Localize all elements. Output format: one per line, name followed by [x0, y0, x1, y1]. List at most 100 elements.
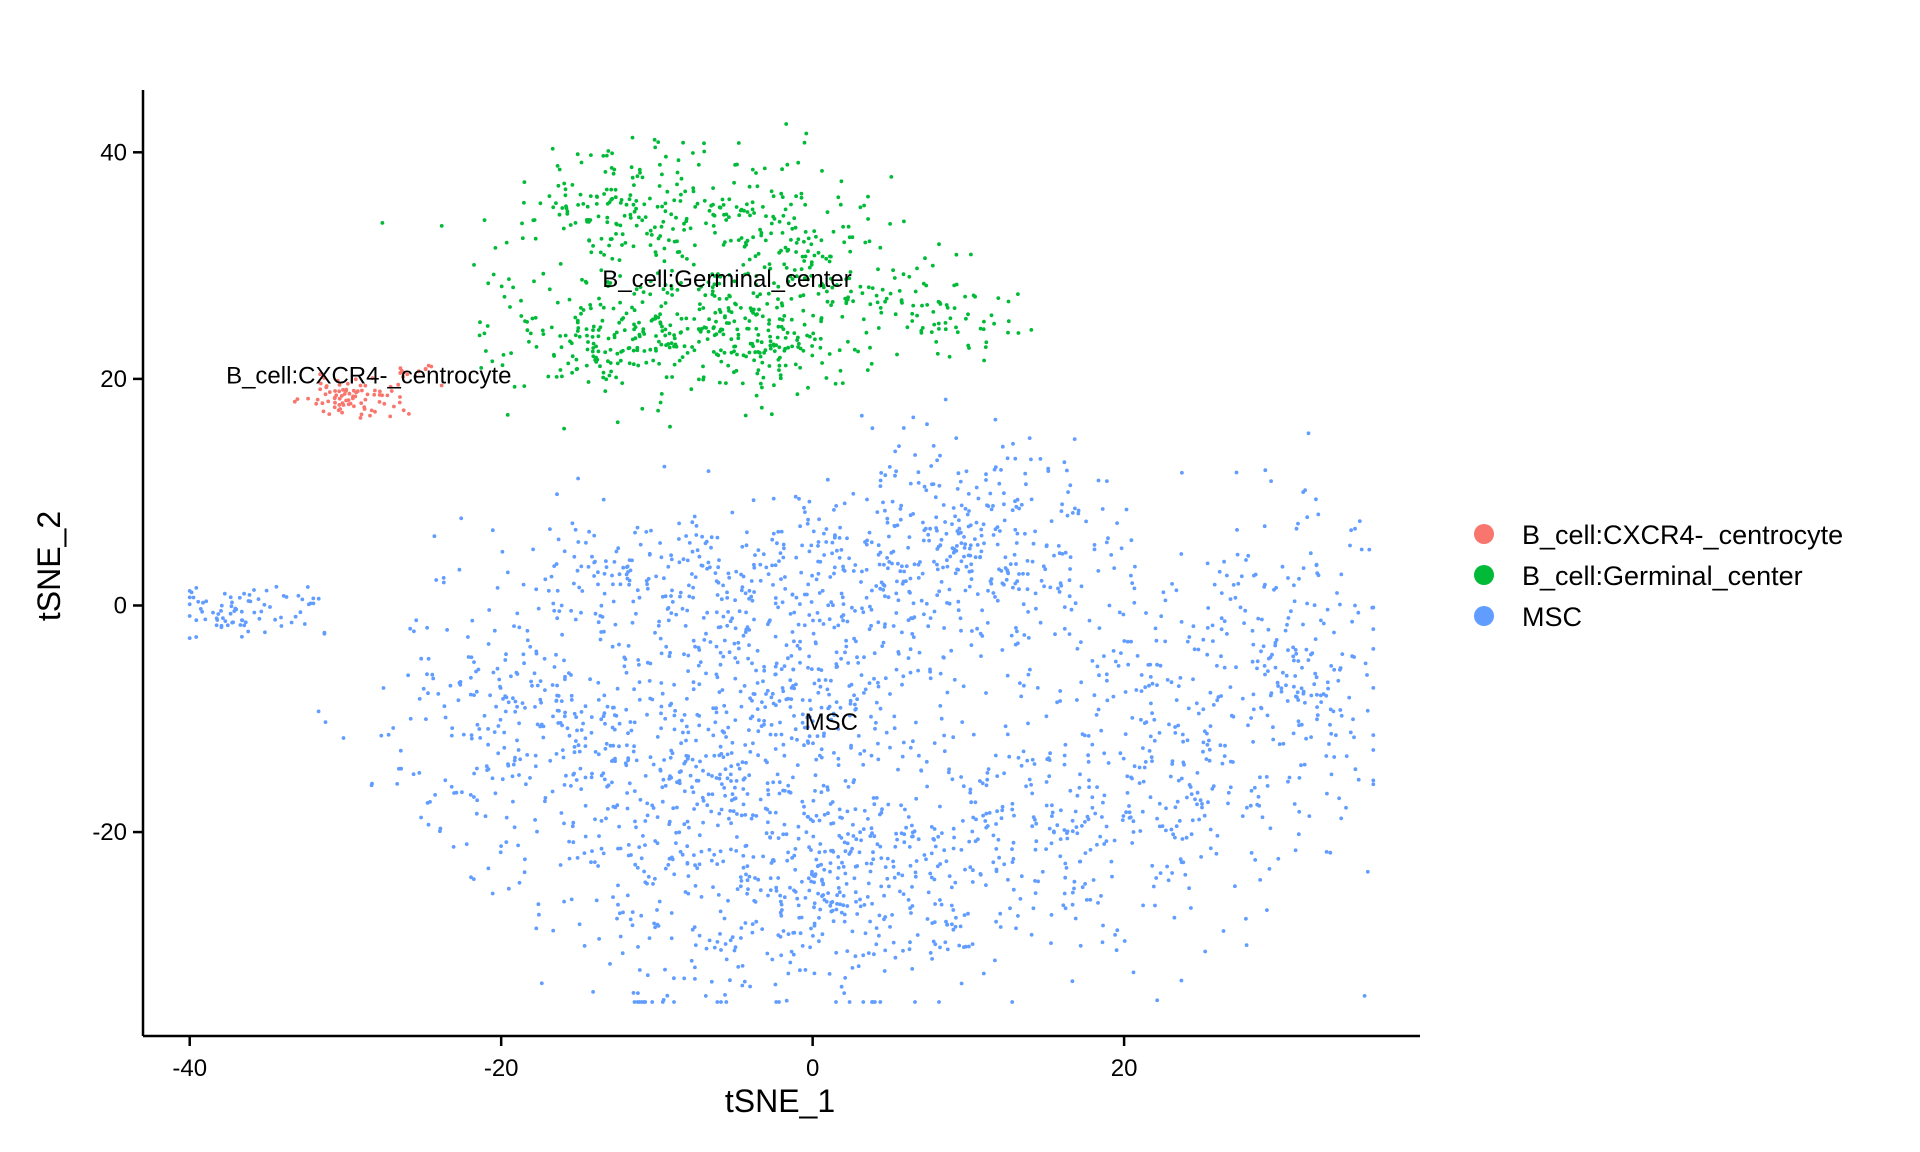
data-point	[648, 347, 653, 352]
data-point	[1296, 521, 1300, 526]
data-point	[1180, 837, 1185, 841]
data-point	[770, 858, 775, 863]
data-point	[734, 569, 739, 574]
data-point	[1246, 723, 1250, 728]
data-point	[739, 306, 743, 310]
data-point	[668, 424, 672, 429]
data-point	[581, 308, 586, 312]
data-point	[469, 736, 474, 741]
data-point	[615, 686, 620, 691]
data-point	[717, 380, 722, 385]
data-point	[836, 623, 841, 628]
data-point	[879, 471, 884, 475]
data-point	[921, 520, 925, 525]
data-point	[816, 540, 821, 544]
data-point	[811, 529, 816, 534]
data-point	[681, 140, 685, 145]
data-point	[971, 868, 975, 873]
data-point	[1112, 838, 1117, 843]
data-point	[859, 838, 863, 843]
data-point	[469, 655, 474, 660]
data-point	[567, 733, 572, 738]
data-point	[834, 1000, 838, 1004]
data-point	[1129, 573, 1133, 578]
data-point	[1032, 762, 1037, 766]
data-point	[1062, 891, 1067, 896]
data-point	[907, 845, 912, 849]
data-point	[799, 267, 804, 272]
data-point	[807, 265, 812, 270]
data-point	[644, 360, 649, 365]
data-point	[701, 306, 706, 310]
data-point	[861, 1000, 866, 1004]
data-point	[1026, 636, 1031, 640]
data-point	[1284, 673, 1289, 678]
data-point	[922, 484, 927, 489]
data-point	[883, 508, 887, 513]
data-point	[1121, 612, 1126, 617]
data-point	[838, 705, 843, 710]
data-point	[781, 742, 786, 747]
data-point	[608, 281, 613, 285]
data-point	[736, 965, 741, 969]
data-point	[829, 848, 833, 853]
data-point	[624, 572, 629, 577]
data-point	[730, 792, 735, 796]
data-point	[763, 238, 768, 243]
data-point	[1068, 788, 1073, 793]
data-point	[779, 953, 784, 958]
data-point	[950, 522, 954, 526]
data-point	[687, 825, 691, 830]
data-point	[252, 588, 256, 592]
data-point	[659, 304, 664, 309]
data-point	[942, 848, 947, 853]
data-point	[234, 607, 239, 612]
data-point	[809, 926, 813, 931]
data-point	[1014, 504, 1019, 509]
data-point	[648, 228, 653, 233]
data-point	[1231, 583, 1236, 587]
data-point	[792, 268, 797, 272]
data-point	[911, 601, 916, 606]
data-point	[475, 798, 480, 803]
data-point	[908, 745, 913, 750]
data-point	[196, 599, 201, 604]
data-point	[1083, 851, 1088, 855]
data-point	[531, 547, 535, 552]
data-point	[1097, 673, 1101, 678]
data-point	[743, 272, 747, 277]
data-point	[690, 345, 694, 349]
data-point	[583, 279, 588, 284]
data-point	[653, 225, 657, 230]
data-point	[525, 328, 530, 333]
data-point	[1129, 538, 1134, 543]
data-point	[819, 238, 824, 243]
data-point	[729, 350, 734, 355]
data-point	[517, 773, 521, 777]
data-point	[1057, 551, 1062, 556]
data-point	[767, 364, 772, 368]
data-point	[838, 525, 842, 530]
data-point	[337, 403, 342, 407]
data-point	[914, 859, 919, 863]
data-point	[747, 628, 752, 632]
data-point	[861, 610, 866, 615]
data-point	[747, 643, 751, 647]
data-point	[820, 361, 824, 365]
data-point	[968, 787, 973, 792]
data-point	[789, 202, 793, 207]
data-point	[642, 202, 647, 207]
data-point	[1339, 816, 1344, 821]
data-point	[809, 667, 814, 671]
data-point	[759, 405, 764, 410]
data-point	[1286, 648, 1290, 652]
data-point	[746, 887, 750, 891]
data-point	[327, 412, 332, 416]
data-point	[754, 274, 759, 278]
data-point	[1184, 835, 1189, 840]
data-point	[1002, 771, 1006, 776]
data-point	[944, 859, 949, 864]
data-point	[957, 943, 962, 948]
data-point	[786, 696, 790, 701]
data-point	[712, 753, 717, 758]
